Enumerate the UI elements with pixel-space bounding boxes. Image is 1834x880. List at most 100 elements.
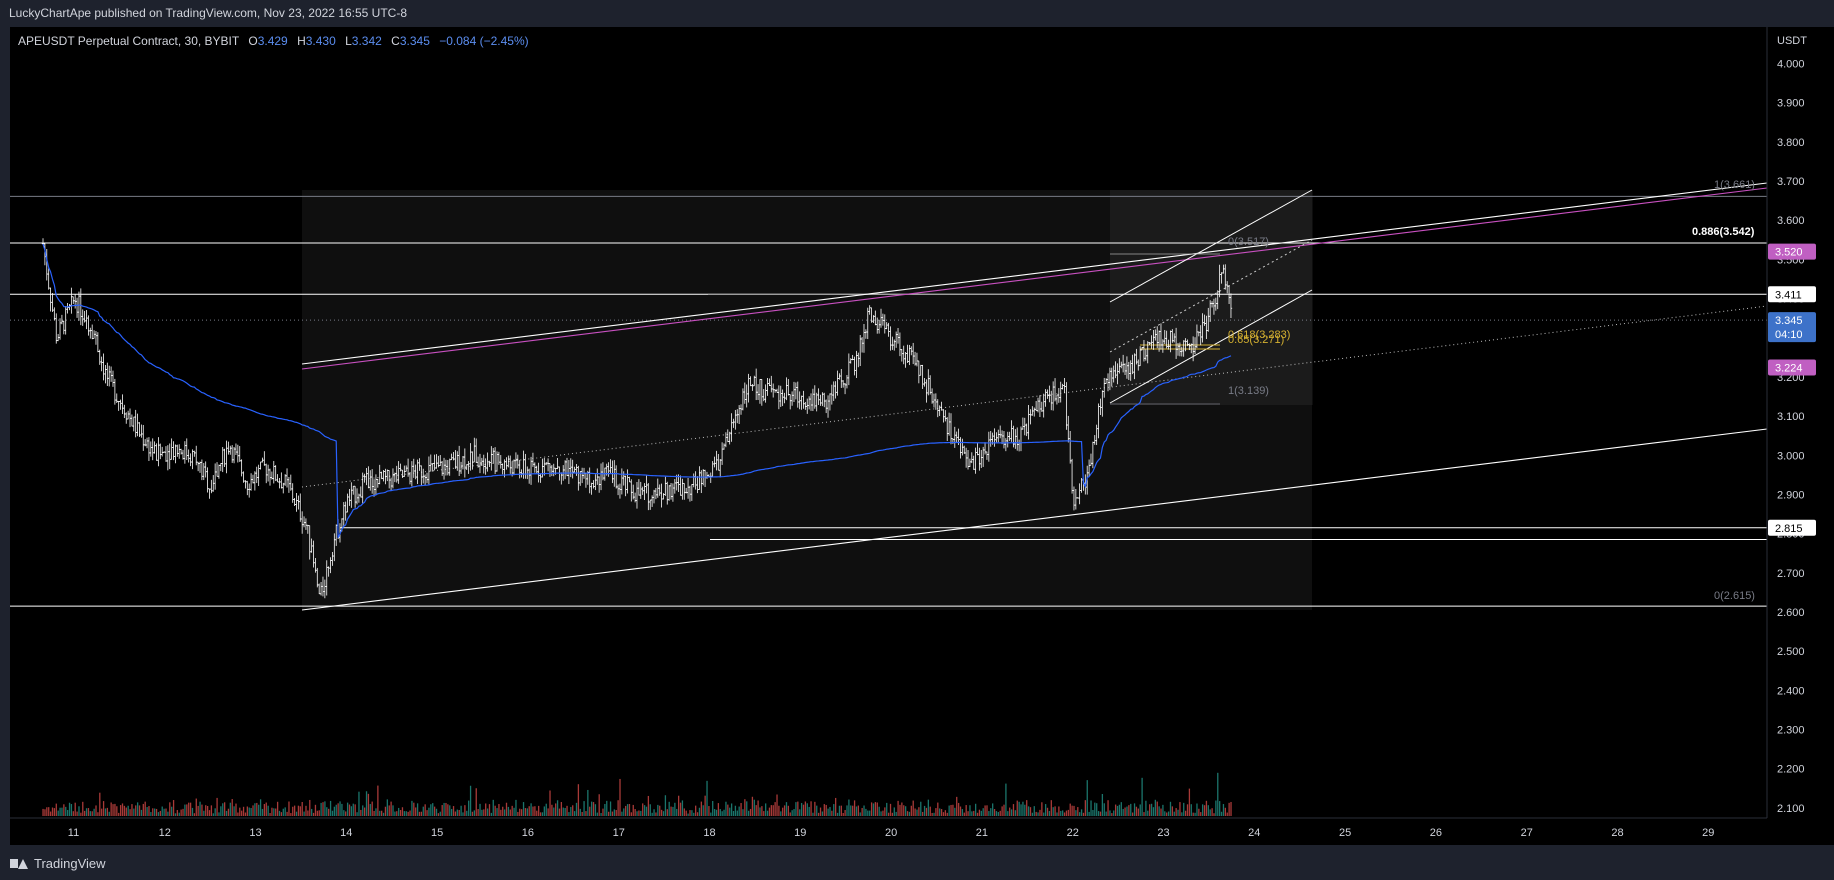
mini-channel-shade [1110, 190, 1313, 405]
volume-bar [142, 803, 144, 816]
volume-bar [1103, 803, 1105, 816]
volume-bar [394, 811, 396, 816]
volume-bar [248, 807, 250, 816]
volume-bar [492, 799, 494, 816]
volume-bar [303, 811, 305, 816]
volume-bar [742, 809, 744, 816]
volume-bar [884, 807, 886, 816]
volume-bar [1063, 812, 1066, 816]
high-value: 3.430 [305, 34, 336, 48]
volume-bar [579, 808, 581, 816]
volume-bar [97, 812, 99, 816]
volume-bar [299, 806, 301, 816]
volume-bar [539, 812, 542, 816]
volume-bar [138, 805, 141, 816]
volume-bar [940, 809, 943, 816]
volume-bar [850, 805, 852, 816]
price-tag-text: 3.345 [1775, 315, 1803, 327]
volume-bar [382, 812, 385, 816]
volume-bar [679, 802, 682, 816]
volume-bar [1067, 809, 1069, 816]
volume-bar [91, 811, 93, 816]
volume-bar [676, 808, 678, 816]
volume-bar [293, 805, 296, 816]
volume-bar [237, 812, 239, 816]
volume-bar [785, 802, 788, 816]
volume-bar [169, 802, 171, 816]
volume-bar [642, 803, 644, 816]
volume-bar [659, 805, 661, 816]
volume-bar [329, 800, 332, 816]
volume-bar [108, 811, 110, 816]
volume-bar [645, 806, 648, 816]
volume-bar [307, 810, 309, 816]
volume-bar [104, 808, 107, 816]
volume-bar [814, 801, 816, 816]
volume-bar [519, 808, 521, 816]
volume-bar [51, 807, 54, 816]
volume-bar [617, 800, 619, 816]
chart-area[interactable] [10, 27, 1767, 845]
volume-bar [827, 808, 829, 816]
volume-bar [853, 800, 856, 816]
volume-bar [502, 806, 504, 816]
volume-bar [350, 806, 353, 816]
volume-bar [689, 810, 691, 816]
volume-bar [643, 805, 646, 816]
volume-bar [706, 780, 708, 816]
volume-bar [555, 803, 557, 816]
volume-bar [250, 808, 252, 816]
volume-bar [780, 811, 782, 816]
volume-bar [1097, 811, 1100, 816]
volume-bar [178, 812, 180, 816]
volume-bar [1080, 809, 1083, 816]
volume-bar [415, 807, 417, 816]
volume-bar [275, 808, 277, 816]
volume-bar [314, 804, 317, 816]
volume-bar [855, 806, 858, 816]
volume-bar [857, 805, 860, 816]
volume-bar [908, 811, 911, 816]
volume-bar [1043, 812, 1045, 816]
volume-bar [774, 802, 776, 816]
volume-bar [819, 807, 822, 816]
volume-bar [144, 801, 146, 816]
volume-bar [782, 807, 784, 816]
volume-bar [513, 807, 515, 816]
open-label: O [248, 34, 258, 48]
volume-bar [1184, 810, 1187, 816]
volume-bar [1145, 800, 1147, 816]
volume-bar [638, 810, 640, 816]
volume-bar [1003, 804, 1005, 816]
volume-bar [577, 784, 580, 816]
volume-bar [72, 811, 74, 816]
volume-bar [1137, 808, 1139, 816]
volume-bar [1209, 809, 1211, 816]
volume-bar [369, 804, 371, 816]
volume-bar [1073, 805, 1075, 816]
volume-bar [309, 799, 311, 816]
volume-bar [328, 808, 330, 816]
volume-bar [937, 802, 939, 816]
volume-bar [583, 801, 585, 816]
volume-bar [613, 809, 615, 816]
price-tag [1768, 243, 1816, 260]
volume-bar [78, 806, 80, 816]
volume-bar [358, 791, 360, 816]
mini-channel-bottom [1109, 289, 1313, 404]
fib-label: 0(2.615) [1714, 590, 1755, 602]
volume-bar [759, 807, 761, 816]
volume-bar [256, 802, 258, 816]
volume-bar [1020, 804, 1022, 816]
volume-bar [920, 801, 922, 816]
volume-bar [997, 812, 999, 816]
volume-bar [205, 805, 207, 816]
tradingview-logo[interactable]: TradingView [10, 856, 106, 871]
volume-bar [738, 806, 740, 816]
volume-bar [346, 802, 349, 816]
volume-bar [952, 804, 954, 816]
volume-bar [89, 811, 91, 816]
volume-bar [717, 803, 720, 816]
volume-bar [844, 810, 846, 816]
